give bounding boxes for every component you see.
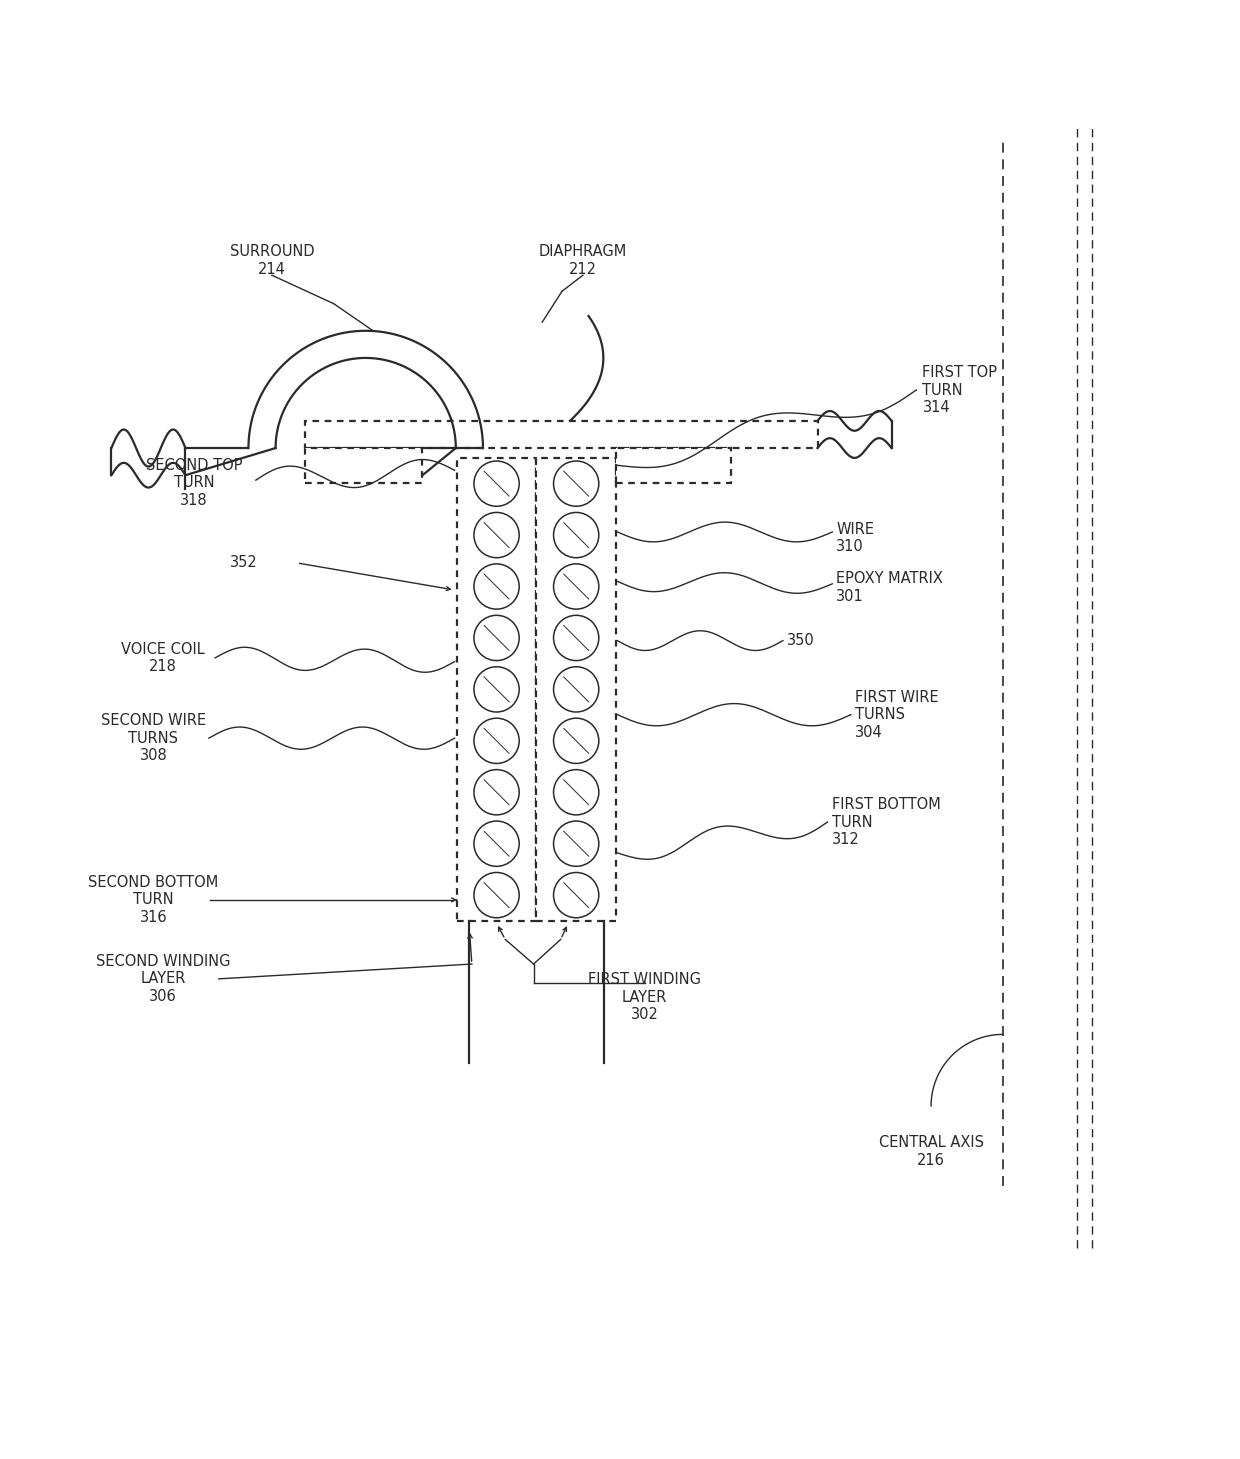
Circle shape: [553, 872, 599, 918]
Bar: [305, 448, 423, 483]
Text: WIRE
310: WIRE 310: [836, 522, 874, 554]
Circle shape: [474, 461, 520, 506]
Text: 352: 352: [229, 556, 258, 570]
Circle shape: [474, 512, 520, 557]
Circle shape: [474, 563, 520, 610]
Text: DIAPHRAGM
212: DIAPHRAGM 212: [539, 244, 627, 277]
Circle shape: [553, 616, 599, 661]
Text: SECOND WIRE
TURNS
308: SECOND WIRE TURNS 308: [100, 713, 206, 763]
Text: 350: 350: [786, 633, 815, 648]
Circle shape: [553, 563, 599, 610]
Circle shape: [553, 461, 599, 506]
Circle shape: [474, 616, 520, 661]
Text: FIRST WIRE
TURNS
304: FIRST WIRE TURNS 304: [854, 690, 939, 740]
Circle shape: [474, 667, 520, 712]
Text: CENTRAL AXIS
216: CENTRAL AXIS 216: [879, 1135, 983, 1167]
Text: EPOXY MATRIX
301: EPOXY MATRIX 301: [836, 572, 942, 604]
Bar: [616, 448, 732, 483]
Circle shape: [474, 769, 520, 816]
Circle shape: [474, 872, 520, 918]
Circle shape: [553, 821, 599, 867]
Circle shape: [553, 667, 599, 712]
Text: FIRST TOP
TURN
314: FIRST TOP TURN 314: [923, 365, 997, 414]
Text: SURROUND
214: SURROUND 214: [229, 244, 314, 277]
Circle shape: [474, 718, 520, 763]
Circle shape: [474, 821, 520, 867]
Bar: [536, 458, 616, 921]
Text: SECOND BOTTOM
TURN
316: SECOND BOTTOM TURN 316: [88, 875, 218, 925]
Bar: [305, 420, 817, 448]
Circle shape: [553, 718, 599, 763]
Text: FIRST WINDING
LAYER
302: FIRST WINDING LAYER 302: [588, 973, 701, 1023]
Bar: [458, 458, 536, 921]
Text: VOICE COIL
218: VOICE COIL 218: [122, 642, 205, 674]
Circle shape: [553, 512, 599, 557]
Text: SECOND WINDING
LAYER
306: SECOND WINDING LAYER 306: [95, 954, 231, 1004]
Text: FIRST BOTTOM
TURN
312: FIRST BOTTOM TURN 312: [832, 797, 941, 848]
Circle shape: [553, 769, 599, 816]
Text: SECOND TOP
TURN
318: SECOND TOP TURN 318: [146, 458, 242, 508]
